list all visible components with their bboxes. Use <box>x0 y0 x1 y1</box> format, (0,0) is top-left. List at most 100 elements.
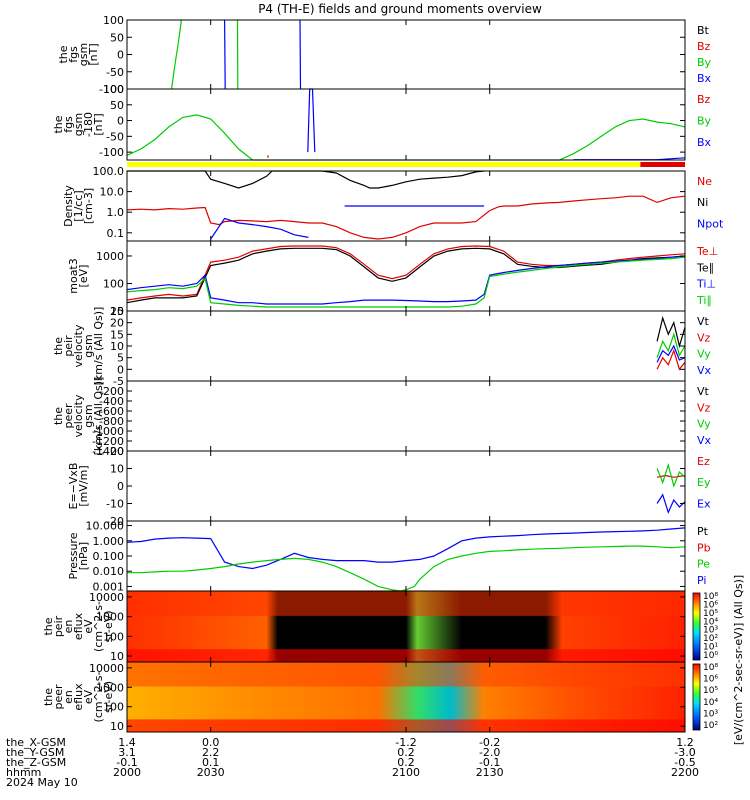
series-Pi-0 <box>126 527 686 570</box>
y-tick-label: 1000 <box>96 250 124 263</box>
y-axis-label-line: [km/s (All Qs)] <box>92 307 105 386</box>
y-axis-label-line: peir <box>52 615 65 637</box>
y-axis-label-line: (cm^2-s- <box>92 601 105 652</box>
series-Te∥-1 <box>126 247 686 304</box>
y-tick-label: 25 <box>110 305 124 318</box>
y-tick-label: 10 <box>110 340 124 353</box>
y-axis-label-line: gsm <box>72 113 85 136</box>
legend-entry: Pb <box>697 541 711 554</box>
panel-frame <box>126 380 686 452</box>
x-tick-value: -0.5 <box>674 756 695 769</box>
y-axis-label-line: fgs <box>67 46 80 63</box>
spectrogram-low-energy-band <box>127 719 685 732</box>
colorbar-tick-label: 10⁶ <box>703 600 718 610</box>
legend-entry: By <box>697 115 712 128</box>
y-axis-label-line: velocity <box>72 394 85 437</box>
y-axis-label: E=−VxB[mV/m] <box>67 463 90 510</box>
y-axis-label-line: [nT] <box>87 43 100 65</box>
colorbar-tick-label: 10³ <box>703 709 718 719</box>
y-axis-label: thefgsgsm-180[nT] <box>52 112 105 137</box>
y-tick-label: -800 <box>99 415 124 428</box>
y-tick-label: 1.000 <box>93 535 125 548</box>
y-tick-label: 1000 <box>96 611 124 624</box>
x-tick-value: -0.2 <box>479 736 500 749</box>
series-Ni-1 <box>127 170 485 189</box>
y-axis-label-line: the <box>52 115 65 133</box>
y-axis-label-line: en <box>62 690 75 704</box>
x-tick-value: 2030 <box>197 766 225 779</box>
y-axis-label-line: the <box>52 407 65 425</box>
y-tick-label: 100 <box>103 701 124 714</box>
legend-entry: Vz <box>697 401 711 414</box>
panel-frame <box>126 88 686 161</box>
legend-entry: Ti⊥ <box>696 278 716 291</box>
y-tick-label: 100 <box>103 630 124 643</box>
y-tick-label: 5 <box>117 352 124 365</box>
x-tick-value: 1.4 <box>118 736 136 749</box>
panel-peer_spectrogram: 10000100010010thepeerenefluxeV(cm^2-s-sr… <box>42 661 686 733</box>
y-tick-label: 0.100 <box>93 550 125 563</box>
colorbar-tick-label: 10⁸ <box>703 592 718 602</box>
colorbar-tick-label: 10⁶ <box>703 675 718 685</box>
y-tick-label: -5 <box>113 375 124 388</box>
y-axis-label: thepeirvelocitygsm[km/s (All Qs)] <box>52 307 105 386</box>
legend-entry: Ti∥ <box>696 294 712 307</box>
y-axis-label: thepeervelocitygsm[km/s (All Qs)] <box>52 377 105 456</box>
y-axis-label-line: E=−VxB <box>67 463 80 510</box>
y-tick-label: 15 <box>110 328 124 341</box>
y-tick-label: 0 <box>117 363 124 376</box>
y-tick-label: -1400 <box>92 445 124 458</box>
y-tick-label: -100 <box>99 83 124 96</box>
y-axis-label-line: the <box>52 337 65 355</box>
y-axis-label-line: eV <box>82 689 95 704</box>
legend-entry: Bz <box>697 93 711 106</box>
x-tick-value: 2100 <box>392 766 420 779</box>
y-axis-label: thefgsgsm[nT] <box>57 43 100 66</box>
x-tick-value: 3.1 <box>118 746 136 759</box>
series-Pe-1 <box>127 545 686 592</box>
y-tick-label: 10.0 <box>100 186 125 199</box>
y-tick-label: 10 <box>110 305 124 318</box>
status-bar-red <box>640 162 685 167</box>
y-axis-label-line: -180 <box>82 112 95 137</box>
y-axis-label-line: the <box>42 617 55 635</box>
y-axis-label-line: gsm <box>77 43 90 66</box>
y-axis-label: thepeirenefluxeV(cm^2-s-sr-eV) <box>42 601 115 652</box>
y-axis-label-line: [nPa] <box>77 542 90 570</box>
legend-entry: Ez <box>697 455 710 468</box>
x-tick-value: -0.1 <box>116 756 137 769</box>
series-Bx-1 <box>307 88 316 153</box>
y-tick-label: -50 <box>106 130 124 143</box>
y-tick-label: 100 <box>103 14 124 27</box>
legend-entry: Bt <box>697 24 710 37</box>
y-tick-label: 1.0 <box>107 206 125 219</box>
y-tick-label: -400 <box>99 395 124 408</box>
colorbar-tick-label: 10¹ <box>703 643 718 653</box>
panel-frame <box>126 450 686 522</box>
x-tick-value: 2200 <box>671 766 699 779</box>
legend-entry: By <box>697 56 712 69</box>
legend-entry: Ex <box>697 497 711 510</box>
legend-entry: Bx <box>697 72 712 85</box>
colorbar-tick-label: 10² <box>703 634 718 644</box>
y-tick-label: -50 <box>106 66 124 79</box>
y-tick-label: 10.000 <box>86 520 125 533</box>
legend-entry: Bx <box>697 136 712 149</box>
series-Bx-2 <box>224 19 226 90</box>
colorbar-tick-label: 10⁵ <box>703 609 718 619</box>
x-row-label: the_Z-GSM <box>6 756 66 769</box>
colorbar-tick-label: 10⁰ <box>703 651 718 661</box>
y-tick-label: 0 <box>117 115 124 128</box>
x-tick-value: -1.2 <box>395 736 416 749</box>
y-tick-label: -200 <box>99 385 124 398</box>
legend-entry: Npot <box>697 217 724 230</box>
panel-fgs_gsm_1: 100 50 0 -50 -100 thefgsgsm[nT] Bt Bz By Bx <box>57 14 712 96</box>
y-tick-label: 100 <box>103 277 124 290</box>
y-axis-label-line: gsm <box>82 404 95 427</box>
y-axis-label-line: [cm-3] <box>82 188 95 224</box>
spectrogram-low-energy-band <box>127 649 685 662</box>
panel-pressure: 10.0001.0000.1000.0100.001Pressure[nPa]P… <box>67 520 711 594</box>
legend-entry: Ey <box>697 476 711 489</box>
x-row-label: the_Y-GSM <box>6 746 64 759</box>
